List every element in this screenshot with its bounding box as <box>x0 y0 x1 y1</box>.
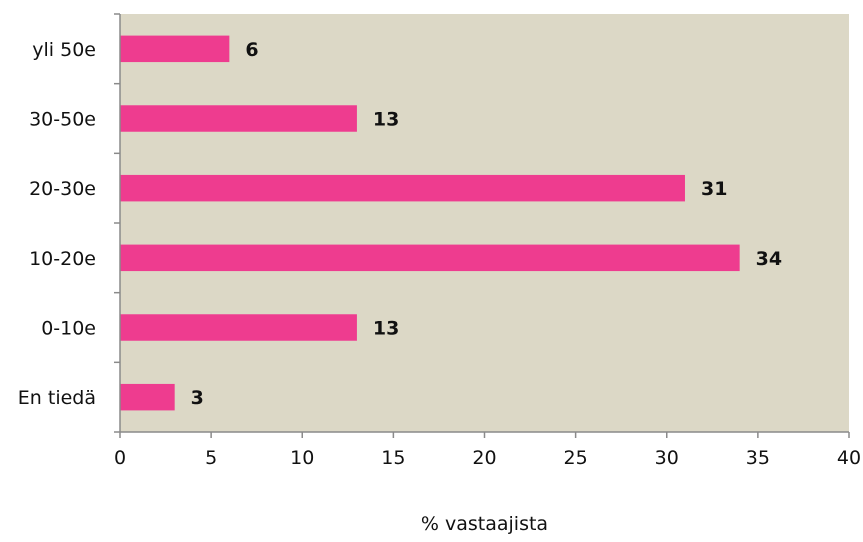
bar-20-30e <box>120 174 685 202</box>
category-label: En tiedä <box>18 387 96 409</box>
bar-30-50e <box>120 105 357 132</box>
data-label: 13 <box>373 318 399 340</box>
bar-en-tied- <box>120 383 175 411</box>
x-tick-label: 5 <box>205 447 217 469</box>
axes-group <box>114 13 850 438</box>
category-label: 20-30e <box>29 178 96 200</box>
data-label: 31 <box>701 178 727 200</box>
bar-10-20e <box>120 244 740 272</box>
category-labels: En tiedä 0-10e 10-20e 20-30e 30-50e yli 50e <box>18 39 96 409</box>
x-tick-label: 35 <box>746 447 770 469</box>
category-label: 30-50e <box>29 109 96 131</box>
x-tick-label: 10 <box>290 447 314 469</box>
category-label: 0-10e <box>41 318 96 340</box>
bars-group <box>120 35 740 411</box>
data-labels: 3 13 34 31 13 6 <box>191 39 782 409</box>
x-tick-label: 15 <box>381 447 405 469</box>
bar-yli-50e <box>120 35 230 63</box>
x-tick-label: 0 <box>114 447 126 469</box>
x-axis-title: % vastaajista <box>421 513 548 535</box>
data-label: 13 <box>373 109 399 131</box>
x-tick-label: 30 <box>655 447 679 469</box>
plot-area <box>120 14 849 432</box>
category-label: yli 50e <box>32 39 96 61</box>
data-label: 3 <box>191 387 204 409</box>
bar-0-10e <box>120 314 357 341</box>
data-label: 34 <box>756 248 782 270</box>
x-tick-label: 40 <box>837 447 861 469</box>
x-tick-label: 25 <box>564 447 588 469</box>
data-label: 6 <box>245 39 258 61</box>
category-label: 10-20e <box>29 248 96 270</box>
x-tick-labels: 0 5 10 15 20 25 30 35 40 <box>114 447 861 469</box>
x-tick-label: 20 <box>472 447 496 469</box>
